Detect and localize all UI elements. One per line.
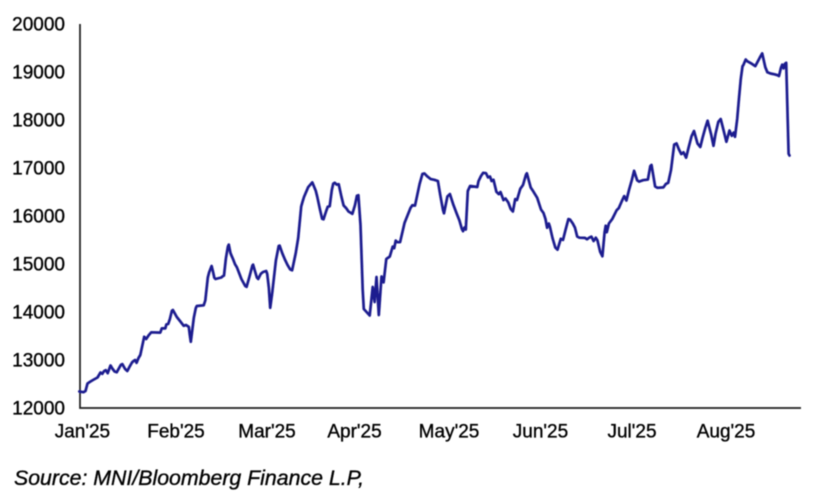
svg-text:17000: 17000 xyxy=(12,159,65,180)
svg-text:Mar'25: Mar'25 xyxy=(238,422,295,443)
svg-text:Source: MNI/Bloomberg Finance: Source: MNI/Bloomberg Finance L.P, xyxy=(14,466,364,490)
svg-text:12000: 12000 xyxy=(12,399,65,420)
svg-text:14000: 14000 xyxy=(12,303,65,324)
svg-text:Aug'25: Aug'25 xyxy=(697,422,756,443)
svg-text:Jun'25: Jun'25 xyxy=(513,422,568,443)
svg-text:15000: 15000 xyxy=(12,255,65,276)
svg-text:Feb'25: Feb'25 xyxy=(147,422,205,443)
svg-text:16000: 16000 xyxy=(12,207,65,228)
svg-text:13000: 13000 xyxy=(12,351,65,372)
svg-text:20000: 20000 xyxy=(12,15,65,36)
svg-text:Jan'25: Jan'25 xyxy=(55,422,110,443)
svg-text:18000: 18000 xyxy=(12,111,65,132)
svg-text:May'25: May'25 xyxy=(419,422,480,443)
svg-text:Jul'25: Jul'25 xyxy=(607,422,656,443)
svg-text:19000: 19000 xyxy=(12,63,65,84)
svg-text:Apr'25: Apr'25 xyxy=(327,422,381,443)
